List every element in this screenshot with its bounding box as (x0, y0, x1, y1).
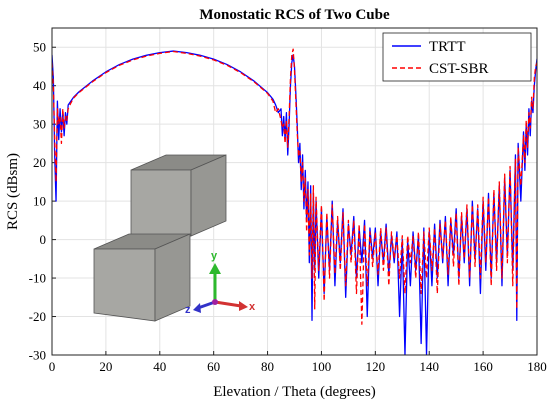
lower-cube-side-face (154, 233, 191, 322)
x-tick-label: 120 (366, 359, 386, 374)
inset-x-label: x (249, 301, 256, 313)
y-tick-label: 30 (33, 117, 46, 132)
lower-cube-front-face (93, 248, 156, 322)
plot-frame (51, 27, 538, 356)
y-axis-label: RCS (dBsm) (5, 153, 21, 230)
y-tick-label: 20 (33, 155, 46, 170)
y-tick-label: -30 (29, 348, 46, 363)
legend-label-trtt: TRTT (429, 39, 466, 55)
x-tick-label: 0 (49, 359, 56, 374)
chart-title: Monostatic RCS of Two Cube (199, 7, 390, 23)
y-tick-label: 40 (33, 78, 46, 93)
legend: TRTT CST-SBR (382, 32, 532, 82)
z-axis-arrowhead (193, 303, 201, 313)
axes-triad: y z x (185, 250, 256, 316)
legend-label-cst-sbr: CST-SBR (429, 61, 488, 77)
z-axis-arrow (197, 300, 216, 310)
x-tick-label: 100 (312, 359, 332, 374)
upper-cube-side-face (190, 154, 227, 237)
y-tick-label: 10 (33, 194, 46, 209)
x-tick-label: 60 (207, 359, 220, 374)
series-layer (52, 48, 537, 355)
inset-y-label: y (211, 250, 218, 262)
series-line-cst-sbr (52, 48, 537, 325)
x-tick-label: 40 (153, 359, 166, 374)
y-tick-label: 50 (33, 40, 46, 55)
x-axis-arrow (214, 300, 242, 308)
x-tick-label: 140 (419, 359, 439, 374)
legend-box (382, 32, 532, 82)
x-tick-label: 20 (99, 359, 112, 374)
y-axis-arrowhead (209, 263, 221, 274)
upper-cube (130, 154, 227, 237)
cube-geometry-inset: y z x (93, 154, 256, 322)
y-tick-label: -20 (29, 309, 46, 324)
x-axis-arrowhead (239, 301, 248, 311)
axes-origin (212, 299, 218, 305)
lower-cube (93, 233, 191, 322)
x-tick-label: 160 (473, 359, 493, 374)
y-tick-label: 0 (40, 232, 47, 247)
inset-z-label: z (185, 304, 191, 316)
x-tick-label: 180 (527, 359, 547, 374)
x-axis-label: Elevation / Theta (degrees) (213, 384, 376, 400)
x-tick-label: 80 (261, 359, 274, 374)
y-tick-label: -10 (29, 271, 46, 286)
upper-cube-front-face (130, 169, 192, 237)
